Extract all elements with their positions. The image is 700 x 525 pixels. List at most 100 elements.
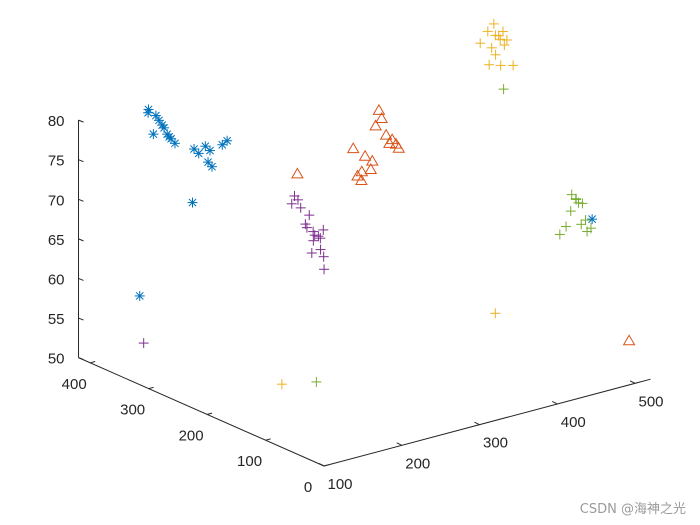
data-point-plus	[315, 233, 326, 244]
z-tick-label: 65	[48, 232, 65, 249]
data-point-triangle	[369, 119, 382, 131]
z-tick-label: 55	[48, 311, 65, 328]
y-tick-mark	[265, 438, 271, 441]
data-point-plus	[585, 223, 596, 234]
data-point-plus	[495, 60, 506, 71]
data-point-triangle	[622, 334, 636, 346]
x-tick-mark	[552, 401, 558, 405]
data-point-plus	[308, 226, 319, 237]
data-point-plus	[498, 84, 509, 95]
data-point-plus	[318, 251, 329, 262]
data-point-plus	[311, 376, 322, 387]
x-tick-label: 100	[327, 476, 352, 493]
data-point-plus	[308, 235, 319, 246]
z-tick-mark	[78, 278, 84, 281]
data-point-plus	[571, 194, 582, 205]
data-point-asterisk	[154, 115, 165, 126]
data-point-asterisk	[169, 138, 180, 149]
data-point-triangle	[392, 141, 406, 153]
x-tick-mark	[629, 380, 636, 384]
z-tick-mark	[78, 238, 84, 242]
data-point-plus	[493, 30, 504, 41]
y-tick-label: 400	[62, 376, 87, 393]
x-tick-label: 500	[638, 393, 663, 410]
data-point-plus	[580, 215, 591, 226]
z-tick-label: 80	[48, 113, 65, 130]
data-point-plus	[486, 42, 497, 53]
data-point-asterisk	[164, 131, 175, 142]
data-point-plus	[315, 244, 326, 255]
z-tick-mark	[78, 159, 84, 163]
y-tick-mark	[90, 361, 96, 364]
data-point-triangle	[372, 103, 386, 115]
data-point-plus	[138, 338, 149, 349]
x-tick-label: 400	[561, 414, 586, 431]
data-point-plus	[566, 189, 577, 200]
data-point-asterisk	[222, 135, 233, 146]
data-point-asterisk	[587, 214, 598, 225]
data-point-asterisk	[159, 122, 170, 133]
z-tick-label: 60	[48, 271, 65, 288]
data-point-plus	[577, 198, 588, 209]
x-tick-mark	[318, 463, 325, 467]
data-point-triangle	[355, 174, 368, 186]
data-point-plus	[313, 231, 324, 242]
data-point-asterisk	[193, 148, 204, 159]
x-tick-mark	[396, 442, 402, 446]
data-point-plus	[304, 210, 315, 221]
z-tick-mark	[78, 119, 84, 123]
z-tick-label: 75	[48, 153, 65, 170]
data-point-plus	[554, 229, 565, 240]
data-point-plus	[300, 219, 311, 230]
z-tick-mark	[78, 198, 84, 202]
y-axis-line	[78, 357, 325, 467]
z-tick-label: 50	[48, 351, 65, 368]
data-point-plus	[318, 224, 329, 235]
z-tick-mark	[78, 317, 84, 321]
y-tick-label: 100	[237, 453, 262, 470]
data-point-plus	[565, 206, 576, 217]
y-tick-mark	[323, 464, 330, 467]
data-point-plus	[295, 202, 306, 213]
y-tick-mark	[206, 412, 213, 415]
data-point-asterisk	[187, 197, 198, 208]
data-point-triangle	[346, 142, 360, 154]
x-axis-line	[323, 378, 651, 467]
data-point-plus	[292, 194, 303, 205]
z-tick-mark	[78, 357, 84, 361]
data-point-triangle	[383, 136, 396, 148]
data-point-plus	[490, 308, 501, 319]
data-point-plus	[576, 219, 587, 230]
data-point-plus	[488, 18, 499, 29]
watermark: CSDN @海神之光	[579, 502, 686, 517]
y-tick-mark	[148, 386, 154, 390]
axes-layer: 100 200 300 400 500 0 100 200 300 400 50 55 60 65 70 75…	[48, 113, 664, 496]
data-point-plus	[501, 34, 512, 45]
x-tick-label: 300	[483, 435, 508, 452]
data-point-plus	[499, 40, 510, 51]
data-point-triangle	[375, 111, 389, 123]
data-point-asterisk	[205, 145, 216, 156]
data-point-triangle	[358, 149, 372, 161]
data-point-plus	[475, 38, 486, 49]
data-point-asterisk	[200, 141, 211, 152]
y-tick-label: 200	[179, 427, 204, 444]
points-layer	[134, 18, 636, 390]
data-point-plus	[561, 221, 572, 232]
data-point-plus	[497, 26, 508, 37]
y-tick-label: 0	[304, 479, 312, 496]
data-point-plus	[484, 59, 495, 70]
data-point-asterisk	[148, 129, 159, 140]
data-point-asterisk	[217, 139, 228, 150]
z-tick-label: 70	[48, 192, 65, 209]
data-point-plus	[490, 49, 501, 60]
data-point-plus	[306, 247, 317, 258]
x-tick-mark	[474, 421, 480, 426]
x-tick-label: 200	[405, 455, 430, 472]
data-point-plus	[319, 264, 330, 275]
data-point-asterisk	[206, 161, 217, 172]
data-point-triangle	[291, 167, 304, 179]
data-point-triangle	[379, 128, 393, 140]
data-point-asterisk	[143, 107, 154, 118]
